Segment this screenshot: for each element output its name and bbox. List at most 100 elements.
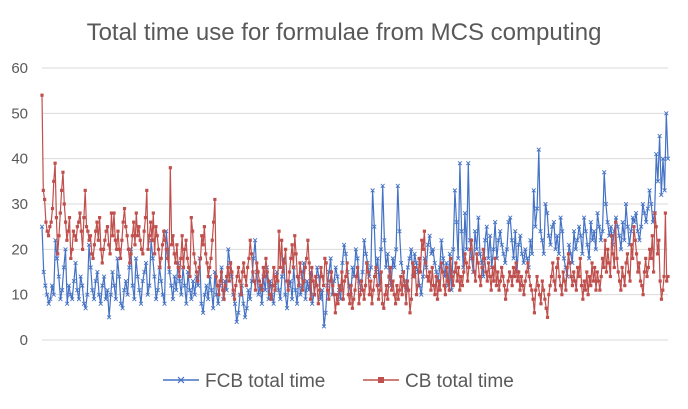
data-point — [99, 247, 103, 251]
data-point — [575, 238, 580, 243]
data-point — [287, 270, 292, 274]
data-point — [73, 234, 77, 238]
data-point — [653, 211, 657, 215]
data-point — [81, 301, 87, 306]
data-point — [54, 256, 60, 261]
y-axis: 0 10 20 30 40 50 60 — [11, 60, 28, 349]
data-point — [622, 238, 627, 243]
data-point — [234, 284, 238, 288]
data-point — [603, 238, 607, 242]
data-point — [438, 288, 442, 292]
data-point — [420, 238, 424, 242]
data-point — [281, 270, 285, 274]
data-point — [101, 247, 106, 251]
data-point — [321, 324, 327, 329]
data-point — [44, 220, 48, 224]
data-point — [648, 247, 652, 251]
data-point — [605, 219, 610, 225]
data-point — [312, 293, 317, 297]
data-point — [593, 265, 597, 270]
data-point — [141, 252, 145, 256]
data-point — [427, 233, 432, 238]
data-point — [276, 287, 281, 293]
data-point — [252, 279, 256, 283]
data-point — [522, 293, 526, 297]
data-point — [98, 216, 102, 220]
data-point — [565, 265, 569, 270]
data-point — [393, 302, 398, 306]
data-point — [105, 225, 110, 229]
data-point — [532, 311, 537, 315]
data-point — [561, 256, 567, 261]
data-point — [484, 270, 488, 274]
data-point — [289, 296, 295, 302]
data-point — [444, 260, 449, 266]
data-point — [236, 265, 241, 270]
data-point — [332, 293, 336, 297]
data-point — [368, 265, 374, 270]
data-point — [247, 256, 251, 260]
data-point — [198, 256, 203, 260]
data-point — [665, 156, 671, 161]
data-point — [657, 133, 662, 139]
data-point — [460, 284, 464, 288]
data-point — [160, 243, 165, 247]
data-point — [51, 292, 56, 297]
data-point — [181, 265, 186, 270]
data-point — [205, 296, 211, 302]
data-point — [481, 247, 485, 251]
data-point — [407, 256, 412, 261]
data-point — [260, 288, 264, 292]
data-point — [209, 287, 214, 293]
data-point — [397, 288, 402, 292]
data-point — [234, 319, 239, 325]
data-point — [43, 197, 47, 202]
data-point — [632, 219, 637, 225]
data-point — [235, 274, 239, 279]
data-point — [215, 284, 220, 288]
data-point — [476, 261, 480, 265]
data-point — [217, 293, 221, 297]
data-point — [136, 234, 140, 238]
data-point — [270, 284, 275, 288]
data-point — [378, 288, 382, 292]
data-point — [544, 210, 550, 216]
y-tick-label: 10 — [11, 287, 28, 304]
data-point — [390, 288, 394, 292]
data-point — [362, 238, 367, 243]
data-point — [407, 288, 411, 292]
data-point — [408, 311, 412, 315]
data-point — [183, 247, 187, 251]
data-point — [404, 302, 408, 306]
data-point — [553, 288, 557, 292]
data-point — [209, 256, 213, 260]
data-point — [480, 265, 484, 270]
data-point — [107, 243, 111, 247]
data-point — [654, 151, 659, 157]
data-point — [387, 274, 391, 279]
data-point — [318, 288, 322, 292]
data-point — [199, 301, 204, 306]
data-point — [441, 270, 445, 274]
data-point — [599, 274, 603, 279]
data-point — [494, 284, 499, 288]
data-point — [600, 256, 605, 260]
data-point — [338, 288, 343, 292]
data-point — [118, 256, 123, 260]
data-point — [91, 296, 97, 302]
data-point — [392, 293, 396, 297]
data-point — [358, 293, 362, 297]
data-point — [524, 256, 530, 261]
data-point — [610, 234, 614, 238]
data-point — [370, 302, 374, 306]
data-point — [294, 252, 298, 256]
data-point — [189, 296, 194, 302]
data-point — [108, 252, 112, 256]
data-point — [369, 279, 373, 283]
data-point — [455, 256, 461, 261]
data-point — [162, 229, 166, 233]
data-point — [476, 215, 481, 220]
data-point — [189, 216, 193, 220]
data-point — [501, 274, 505, 279]
data-point — [434, 269, 439, 275]
